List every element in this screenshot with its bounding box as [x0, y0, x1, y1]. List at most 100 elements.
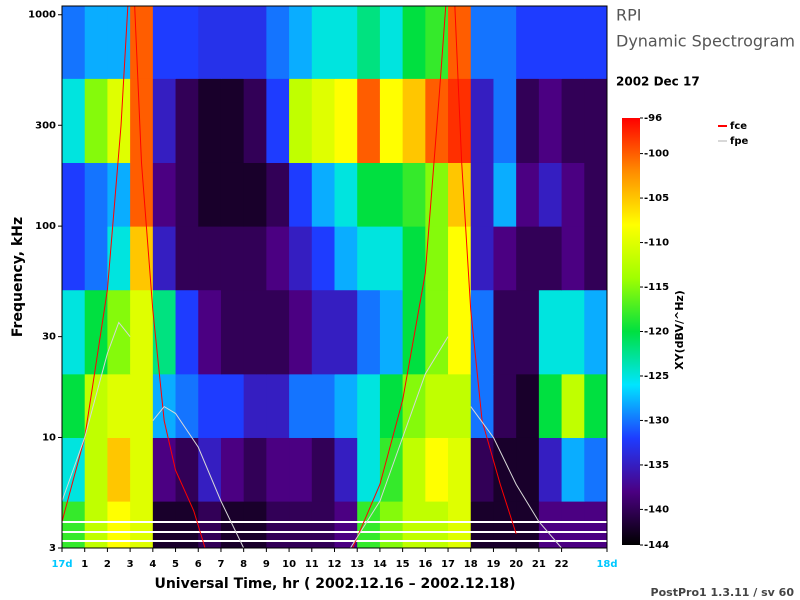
heatmap-cell	[243, 437, 267, 502]
heatmap-cell	[152, 437, 177, 502]
heatmap-cell	[334, 289, 358, 375]
heatmap-cell	[62, 162, 86, 227]
heatmap-cell	[243, 373, 267, 438]
heatmap-cell	[584, 162, 608, 227]
heatmap-cell	[175, 501, 199, 549]
colorbar-tick-label: -130	[644, 415, 669, 426]
heatmap-cell	[493, 373, 517, 438]
heatmap-cell	[289, 501, 313, 549]
heatmap-cell	[198, 6, 222, 79]
heatmap-cell	[198, 373, 222, 438]
colorbar-tick-label: -96	[644, 113, 662, 124]
heatmap-cell	[175, 437, 199, 502]
y-tick-label: 30	[42, 332, 56, 343]
heatmap-cell	[584, 226, 608, 291]
x-tick-label: 20	[509, 559, 523, 570]
heatmap-cell	[470, 78, 494, 163]
heatmap-cell	[561, 373, 585, 438]
heatmap-cell	[448, 501, 472, 549]
heatmap-cell	[311, 78, 335, 163]
y-tick-label: 300	[35, 120, 56, 131]
heatmap-cell	[311, 501, 335, 549]
x-tick-label: 3	[127, 559, 134, 570]
x-tick-label: 17	[441, 559, 455, 570]
heatmap-cell	[379, 6, 404, 79]
heatmap-cell	[311, 289, 335, 375]
x-tick-label: 9	[263, 559, 270, 570]
heatmap-cell	[152, 289, 177, 375]
heatmap-cell	[584, 373, 608, 438]
heatmap-cell	[448, 162, 472, 227]
footer: PostPro1 1.3.11 / sv 60	[651, 586, 795, 599]
heatmap-cell	[311, 6, 335, 79]
heatmap-cell	[379, 289, 404, 375]
heatmap-cell	[538, 6, 563, 79]
y-tick-label: 100	[35, 221, 56, 232]
x-tick-label: 10	[282, 559, 296, 570]
colorbar-tick-label: -144	[644, 540, 669, 551]
x-tick-label: 12	[328, 559, 342, 570]
heatmap-cell	[561, 501, 585, 549]
heatmap-cell	[220, 6, 245, 79]
heatmap-cell	[425, 226, 449, 291]
curve-fce	[61, 5, 517, 549]
x-tick-label: 18d	[596, 559, 617, 570]
y-tick-label: 3	[49, 543, 56, 554]
colorbar-tick-label: -105	[644, 193, 669, 204]
heatmap-cell	[243, 6, 267, 79]
heatmap-cell	[334, 162, 358, 227]
heatmap-cell	[220, 162, 245, 227]
heatmap-cell	[266, 6, 290, 79]
heatmap-cell	[289, 226, 313, 291]
heatmap-cell	[62, 226, 86, 291]
heatmap-cell	[584, 501, 608, 549]
x-tick-label: 17d	[51, 559, 72, 570]
heatmap-cell	[311, 437, 335, 502]
heatmap-cell	[379, 501, 404, 549]
heatmap-cell	[130, 289, 154, 375]
heatmap-cell	[561, 6, 585, 79]
heatmap-cell	[107, 501, 131, 549]
heatmap-cell	[152, 373, 177, 438]
heatmap-cell	[334, 6, 358, 79]
heatmap-cell	[379, 373, 404, 438]
heatmap-cell	[357, 289, 381, 375]
heatmap-cell	[357, 373, 381, 438]
x-tick-label: 8	[240, 559, 247, 570]
heatmap-cell	[152, 6, 177, 79]
heatmap-cell	[311, 162, 335, 227]
curve-fpe	[61, 321, 562, 549]
colorbar-label: XY(dBV/^Hz)	[673, 290, 686, 370]
heatmap-cell	[266, 162, 290, 227]
x-tick-label: 15	[396, 559, 410, 570]
heatmap-cell	[62, 289, 86, 375]
heatmap-cell	[470, 373, 494, 438]
heatmap-cell	[516, 437, 540, 502]
y-tick-label: 1000	[28, 10, 56, 21]
heatmap-cell	[357, 437, 381, 502]
colorbar-tick-label: -100	[644, 149, 669, 160]
heatmap-cell	[289, 437, 313, 502]
heatmap-cell	[334, 373, 358, 438]
heatmap-cell	[198, 437, 222, 502]
heatmap-cell	[470, 226, 494, 291]
heatmap-cell	[107, 162, 131, 227]
heatmap-cell	[538, 501, 563, 549]
heatmap-cell	[289, 78, 313, 163]
date: 2002 Dec 17	[616, 75, 700, 89]
heatmap-cell	[107, 373, 131, 438]
legend-label: fce	[730, 121, 747, 132]
heatmap-cell	[130, 437, 154, 502]
heatmap-cell	[448, 6, 472, 79]
heatmap-cell	[538, 78, 563, 163]
y-tick-label: 10	[42, 432, 56, 443]
heatmap-cell	[448, 226, 472, 291]
heatmap-cell	[334, 226, 358, 291]
heatmap-cell	[538, 373, 563, 438]
colorbar	[622, 118, 640, 545]
heatmap-cell	[516, 78, 540, 163]
heatmap-cell	[448, 289, 472, 375]
heatmap-cell	[220, 373, 245, 438]
heatmap-cell	[198, 226, 222, 291]
